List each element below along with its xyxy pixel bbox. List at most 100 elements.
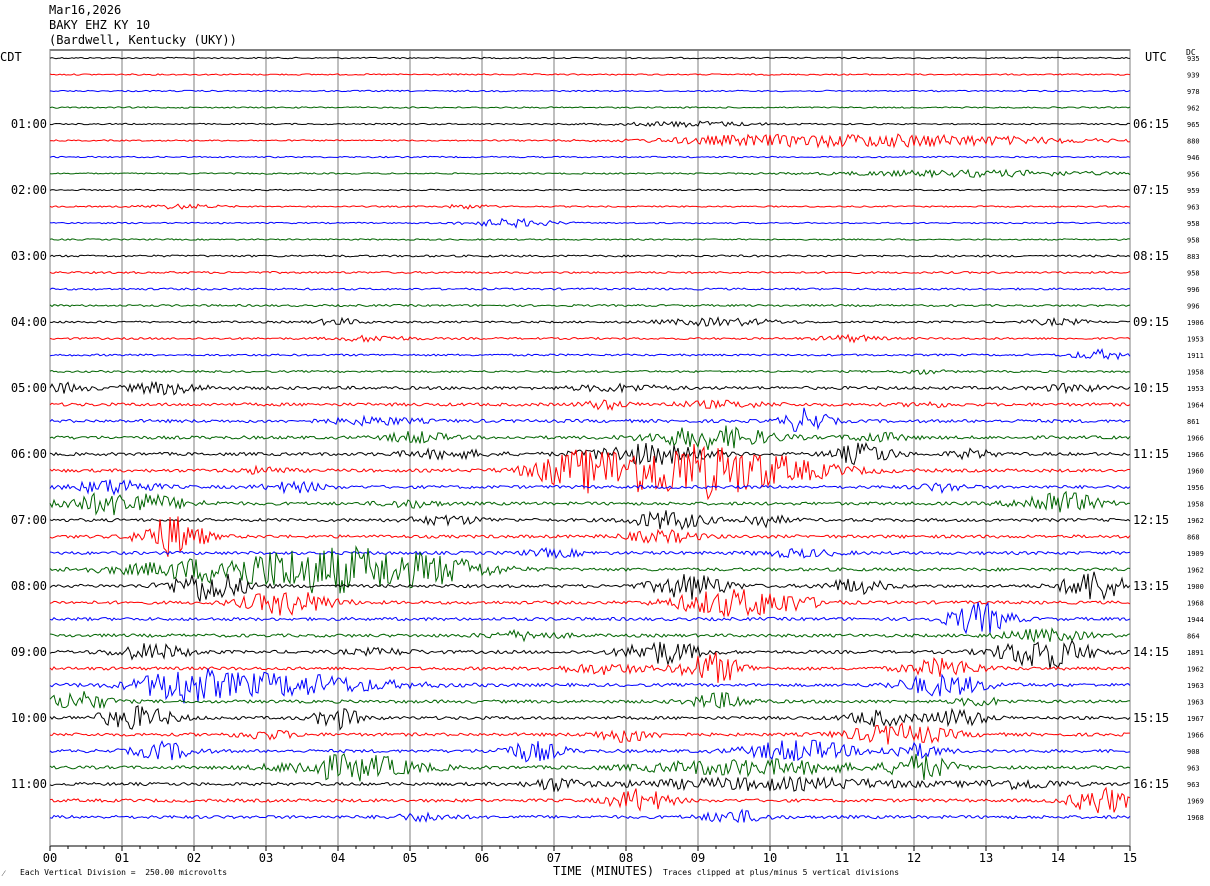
right-time-label: 15:15 (1133, 711, 1169, 725)
plot-header: Mar16,2026 BAKY EHZ KY 10 (Bardwell, Ken… (49, 3, 237, 48)
seismic-trace (49, 786, 1131, 814)
x-tick-label: 12 (907, 851, 921, 865)
seismic-trace (49, 348, 1131, 361)
dc-offset-label: 1958 (1187, 501, 1204, 509)
x-tick-label: 07 (547, 851, 561, 865)
seismic-trace (49, 705, 1131, 731)
dc-offset-label: 1963 (1187, 699, 1204, 707)
left-time-label: 11:00 (11, 777, 47, 791)
dc-offset-label: 1953 (1187, 336, 1204, 344)
dc-offset-label: 883 (1187, 253, 1200, 261)
x-tick-label: 15 (1123, 851, 1137, 865)
x-tick-label: 14 (1051, 851, 1065, 865)
left-time-label: 08:00 (11, 579, 47, 593)
dc-offset-label: 1906 (1187, 319, 1204, 327)
seismic-trace (49, 441, 1131, 466)
dc-offset-label: 1962 (1187, 567, 1204, 575)
x-tick-label: 13 (979, 851, 993, 865)
x-tick-label: 02 (187, 851, 201, 865)
x-axis-title: TIME (MINUTES) (553, 864, 655, 878)
dc-offset-label: 1956 (1187, 484, 1204, 492)
x-tick-label: 03 (259, 851, 273, 865)
left-time-label: 01:00 (11, 117, 47, 131)
dc-offset-label: 935 (1187, 55, 1200, 63)
dc-offset-label: 1891 (1187, 649, 1204, 657)
left-time-label: 09:00 (11, 645, 47, 659)
seismic-trace (49, 546, 1131, 560)
seismic-trace (49, 639, 1131, 670)
right-time-label: 16:15 (1133, 777, 1169, 791)
seismic-trace (49, 589, 1131, 618)
seismic-trace (49, 490, 1131, 516)
dc-offset-label: 861 (1187, 418, 1200, 426)
right-timezone-label: UTC (1145, 50, 1167, 64)
seismic-traces (49, 56, 1131, 824)
seismic-trace (49, 333, 1131, 344)
left-time-label: 04:00 (11, 315, 47, 329)
seismic-trace (49, 238, 1131, 241)
left-time-label: 10:00 (11, 711, 47, 725)
seismic-trace (49, 217, 1131, 229)
right-time-label: 08:15 (1133, 249, 1169, 263)
seismic-trace (49, 407, 1131, 432)
seismic-trace (49, 399, 1131, 412)
dc-offset-label: 963 (1187, 204, 1200, 212)
seismic-trace (49, 691, 1131, 709)
dc-offset-label: 946 (1187, 154, 1200, 162)
right-time-label: 13:15 (1133, 579, 1169, 593)
dc-offset-label: 962 (1187, 105, 1200, 113)
seismic-trace (49, 120, 1131, 128)
dc-offset-label: 1962 (1187, 517, 1204, 525)
dc-offset-label: 958 (1187, 220, 1200, 228)
dc-offset-label: 1969 (1187, 798, 1204, 806)
station-code: BAKY EHZ KY 10 (49, 18, 151, 32)
dc-offset-label: 959 (1187, 187, 1200, 195)
right-time-label: 14:15 (1133, 645, 1169, 659)
left-time-label: 05:00 (11, 381, 47, 395)
seismic-trace (49, 155, 1131, 159)
dc-offset-label: 880 (1187, 138, 1200, 146)
dc-offset-label: 1966 (1187, 451, 1204, 459)
dc-offset-label: 963 (1187, 781, 1200, 789)
seismic-trace (49, 668, 1131, 704)
x-tick-label: 05 (403, 851, 417, 865)
right-time-label: 06:15 (1133, 117, 1169, 131)
x-tick-label: 10 (763, 851, 777, 865)
right-time-label: 09:15 (1133, 315, 1169, 329)
right-time-label: 10:15 (1133, 381, 1169, 395)
dc-offset-header: DC (1186, 48, 1196, 57)
dc-offset-label: 963 (1187, 765, 1200, 773)
seismic-trace (49, 775, 1131, 793)
x-tick-label: 06 (475, 851, 489, 865)
dc-offset-label: 1968 (1187, 814, 1204, 822)
dc-offset-label: 958 (1187, 237, 1200, 245)
seismic-trace (49, 73, 1131, 76)
dc-offset-label: 1966 (1187, 435, 1204, 443)
dc-offset-label: 908 (1187, 748, 1200, 756)
seismic-trace (49, 380, 1131, 396)
left-time-label: 02:00 (11, 183, 47, 197)
dc-offset-label: 864 (1187, 633, 1200, 641)
dc-offset-label: 1911 (1187, 352, 1204, 360)
left-time-label: 06:00 (11, 447, 47, 461)
x-tick-label: 01 (115, 851, 129, 865)
seismic-trace (49, 168, 1131, 179)
seismic-trace (49, 254, 1131, 258)
x-tick-label: 00 (43, 851, 57, 865)
plot-date: Mar16,2026 (49, 3, 122, 17)
seismic-trace (49, 89, 1131, 93)
left-time-label: 03:00 (11, 249, 47, 263)
seismic-trace (49, 203, 1130, 210)
x-tick-label: 09 (691, 851, 705, 865)
plot-grid (49, 49, 1131, 851)
dc-offset-label: 996 (1187, 303, 1200, 311)
x-tick-label: 11 (835, 851, 849, 865)
right-time-label: 11:15 (1133, 447, 1169, 461)
dc-offset-label: 1909 (1187, 550, 1204, 558)
corner-mark: ⁄ (3, 869, 5, 878)
dc-offset-label: 939 (1187, 72, 1200, 80)
dc-offset-label: 868 (1187, 534, 1200, 542)
dc-offset-label: 1968 (1187, 600, 1204, 608)
left-timezone-label: CDT (0, 50, 22, 64)
